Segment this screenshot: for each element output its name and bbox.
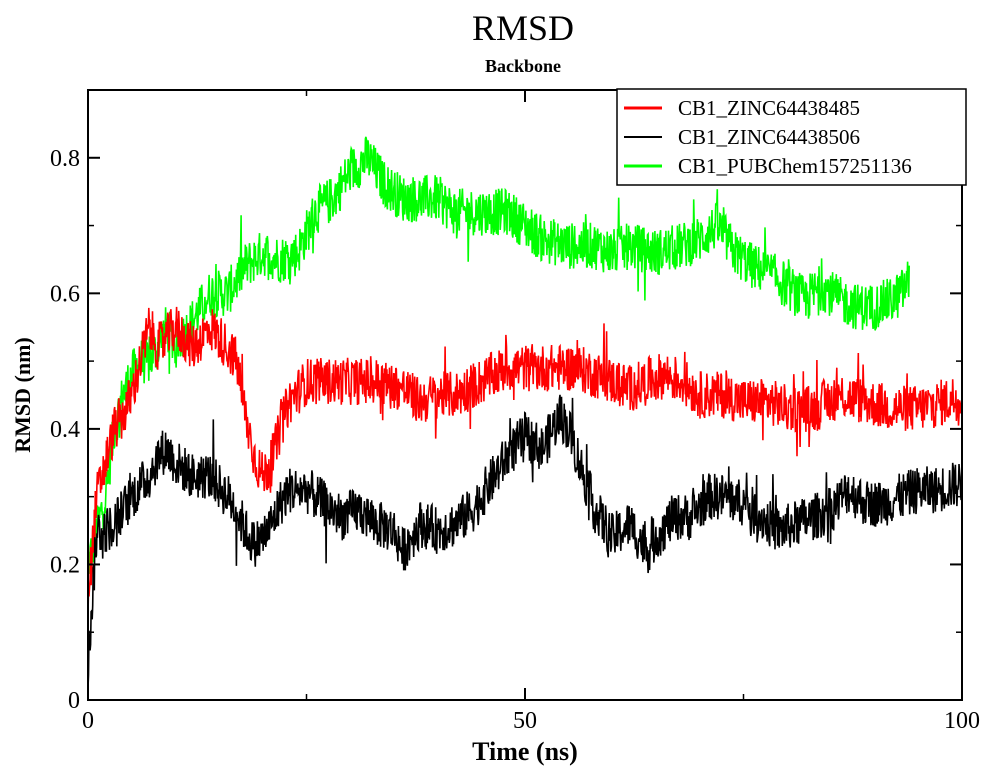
series-line-CB1_PUBChem157251136 [87, 136, 910, 574]
series-line-CB1_ZINC64438506 [87, 394, 963, 689]
series-lines [87, 136, 963, 689]
y-tick-label: 0.8 [50, 146, 80, 172]
axis-ticks: 0 50 100 0 0.2 0.4 0.6 0.8 [50, 90, 980, 734]
legend-box [616, 88, 967, 186]
y-axis-label: RMSD (nm) [10, 337, 35, 453]
x-tick-label: 50 [513, 708, 537, 734]
y-tick-label: 0.6 [50, 281, 80, 307]
legend: CB1_ZINC64438485 CB1_ZINC64438506 CB1_PU… [616, 88, 967, 186]
legend-label-1: CB1_ZINC64438506 [678, 125, 860, 149]
y-tick-label: 0.2 [50, 552, 80, 578]
legend-label-2: CB1_PUBChem157251136 [678, 154, 912, 178]
x-tick-label: 100 [944, 708, 980, 734]
y-tick-label: 0.4 [50, 417, 80, 443]
x-tick-label: 0 [82, 708, 94, 734]
legend-label-0: CB1_ZINC64438485 [678, 96, 860, 120]
chart-title: RMSD [472, 8, 574, 48]
series-line-CB1_ZINC64438485 [87, 306, 963, 615]
x-axis-label: Time (ns) [472, 737, 578, 766]
y-tick-label: 0 [68, 688, 80, 714]
chart-subtitle: Backbone [485, 56, 561, 76]
